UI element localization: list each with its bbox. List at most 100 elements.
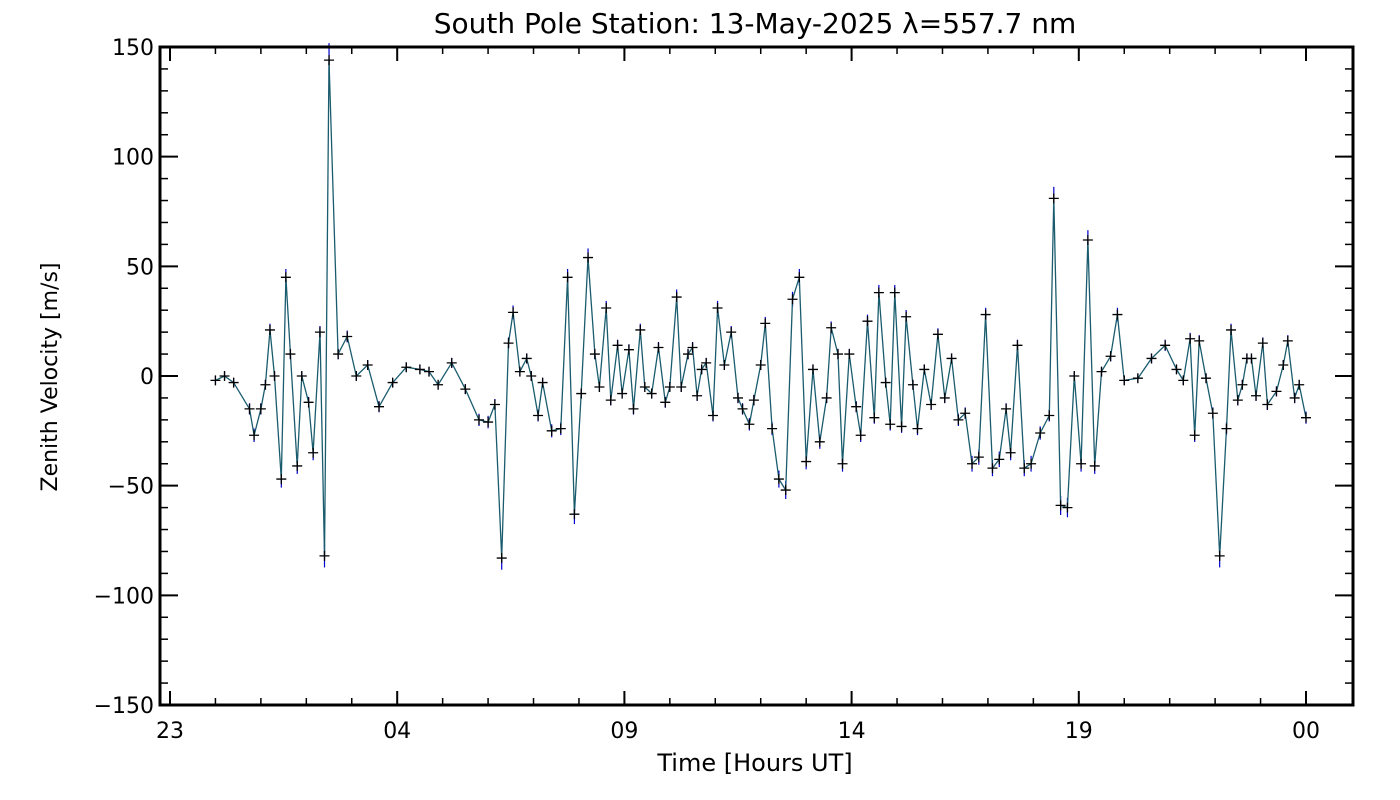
data-point	[219, 371, 230, 381]
data-point	[244, 403, 255, 414]
data-point	[496, 553, 507, 564]
data-point	[821, 392, 832, 403]
data-point	[1001, 403, 1012, 414]
y-tick-label: 0	[140, 365, 154, 390]
data-point	[676, 381, 687, 392]
data-point	[960, 408, 971, 419]
data-point	[303, 397, 314, 408]
data-point	[826, 322, 837, 333]
series-line	[215, 59, 1307, 559]
data-point	[973, 452, 984, 463]
data-point	[589, 349, 600, 360]
data-point	[333, 349, 344, 360]
data-point	[1119, 375, 1130, 386]
x-tick-label: 19	[1065, 719, 1093, 744]
data-point	[483, 417, 494, 428]
data-point	[801, 456, 812, 467]
data-point	[612, 340, 623, 351]
data-point	[319, 550, 330, 561]
data-point	[780, 485, 791, 496]
data-point	[787, 294, 798, 305]
data-point	[628, 403, 639, 414]
data-point	[537, 377, 548, 388]
data-point	[324, 55, 335, 66]
data-point	[896, 421, 907, 432]
data-point	[569, 509, 580, 520]
data-point	[1301, 412, 1311, 423]
data-point	[1062, 502, 1073, 513]
data-point	[1271, 386, 1282, 397]
data-point	[583, 252, 594, 263]
data-point	[1189, 430, 1200, 441]
data-point	[503, 338, 514, 349]
data-point	[255, 403, 266, 414]
data-point	[660, 397, 671, 408]
data-point	[1069, 371, 1080, 381]
x-tick-label: 23	[156, 719, 184, 744]
data-point	[987, 463, 998, 474]
data-point	[1246, 353, 1257, 364]
data-point	[514, 366, 525, 377]
data-point	[885, 419, 896, 430]
data-point	[314, 327, 325, 338]
data-point	[576, 388, 587, 399]
data-point	[814, 436, 825, 447]
data-point	[1096, 366, 1107, 377]
data-point	[889, 287, 900, 298]
y-axis-label: Zenith Velocity [m/s]	[38, 263, 63, 492]
data-point	[1160, 340, 1171, 351]
y-tick-label: −150	[94, 694, 154, 719]
data-point	[696, 364, 707, 375]
data-point	[269, 371, 280, 381]
data-point	[719, 360, 730, 371]
data-point	[712, 303, 723, 314]
chart-title: South Pole Station: 13-May-2025 λ=557.7 …	[434, 7, 1077, 40]
data-point	[1044, 410, 1055, 421]
tick-labels: 23 04 09 14 19 00 −150 −100 −50 0 50 100 150	[94, 36, 1320, 744]
data-point	[1257, 338, 1268, 349]
data-point	[1178, 375, 1189, 386]
data-point	[521, 353, 532, 364]
data-point	[701, 357, 712, 368]
data-point	[844, 349, 855, 360]
data-point	[362, 360, 373, 371]
data-point	[1201, 373, 1212, 384]
data-point	[664, 381, 675, 392]
data-point	[1207, 408, 1218, 419]
data-point	[260, 379, 271, 390]
y-tick-label: 50	[126, 255, 154, 280]
x-tick-label: 04	[383, 719, 411, 744]
x-tick-label: 09	[610, 719, 638, 744]
data-point	[1214, 550, 1225, 561]
data-point	[473, 414, 484, 425]
x-axis-label: Time [Hours UT]	[656, 749, 852, 777]
data-point	[773, 474, 784, 485]
data-point	[939, 392, 950, 403]
data-point	[737, 403, 748, 414]
data-point	[1262, 399, 1273, 410]
data-point	[708, 410, 719, 421]
data-point	[1251, 390, 1262, 401]
data-point	[926, 399, 937, 410]
data-point	[953, 414, 964, 425]
data-point	[862, 316, 873, 327]
data-point	[760, 318, 771, 329]
data-point	[1019, 463, 1030, 474]
data-point	[837, 458, 848, 469]
data-point	[1035, 428, 1046, 439]
data-point	[855, 430, 866, 441]
data-point	[671, 292, 682, 303]
data-point	[374, 401, 385, 412]
data-point	[919, 364, 930, 375]
data-point	[594, 381, 605, 392]
data-point	[460, 384, 471, 395]
data-point	[907, 379, 918, 390]
data-point	[635, 324, 646, 335]
data-point	[555, 423, 566, 434]
data-point	[623, 344, 634, 355]
data-point	[351, 371, 362, 381]
data-point	[1048, 193, 1059, 204]
data-point	[639, 381, 650, 392]
data-point	[1171, 364, 1182, 375]
